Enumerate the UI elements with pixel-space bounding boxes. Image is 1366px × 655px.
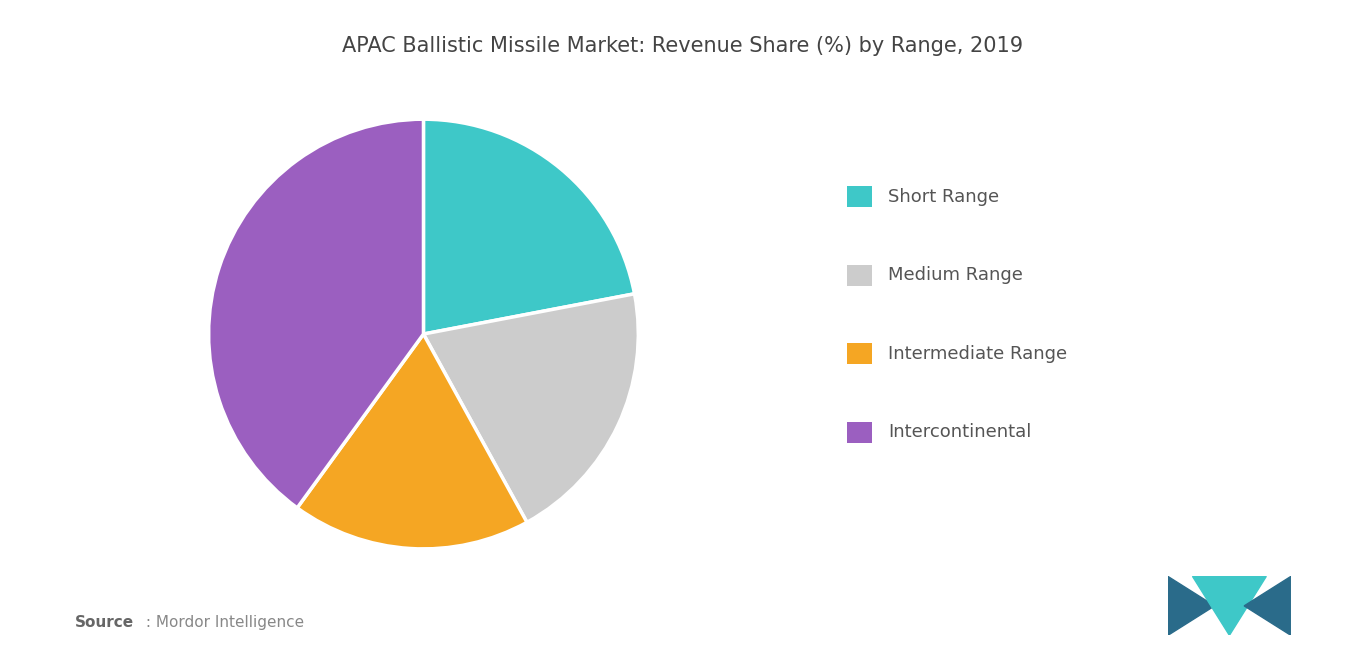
Wedge shape	[298, 334, 527, 549]
Text: : Mordor Intelligence: : Mordor Intelligence	[141, 615, 303, 629]
Polygon shape	[1244, 576, 1291, 635]
Text: APAC Ballistic Missile Market: Revenue Share (%) by Range, 2019: APAC Ballistic Missile Market: Revenue S…	[343, 36, 1023, 56]
Text: Short Range: Short Range	[888, 187, 999, 206]
Polygon shape	[1168, 576, 1214, 635]
Polygon shape	[1193, 576, 1266, 635]
Text: Intermediate Range: Intermediate Range	[888, 345, 1067, 363]
Wedge shape	[423, 294, 638, 522]
Wedge shape	[423, 119, 634, 334]
Wedge shape	[209, 119, 423, 508]
Text: Medium Range: Medium Range	[888, 266, 1023, 284]
Text: Intercontinental: Intercontinental	[888, 423, 1031, 441]
Text: Source: Source	[75, 615, 134, 629]
